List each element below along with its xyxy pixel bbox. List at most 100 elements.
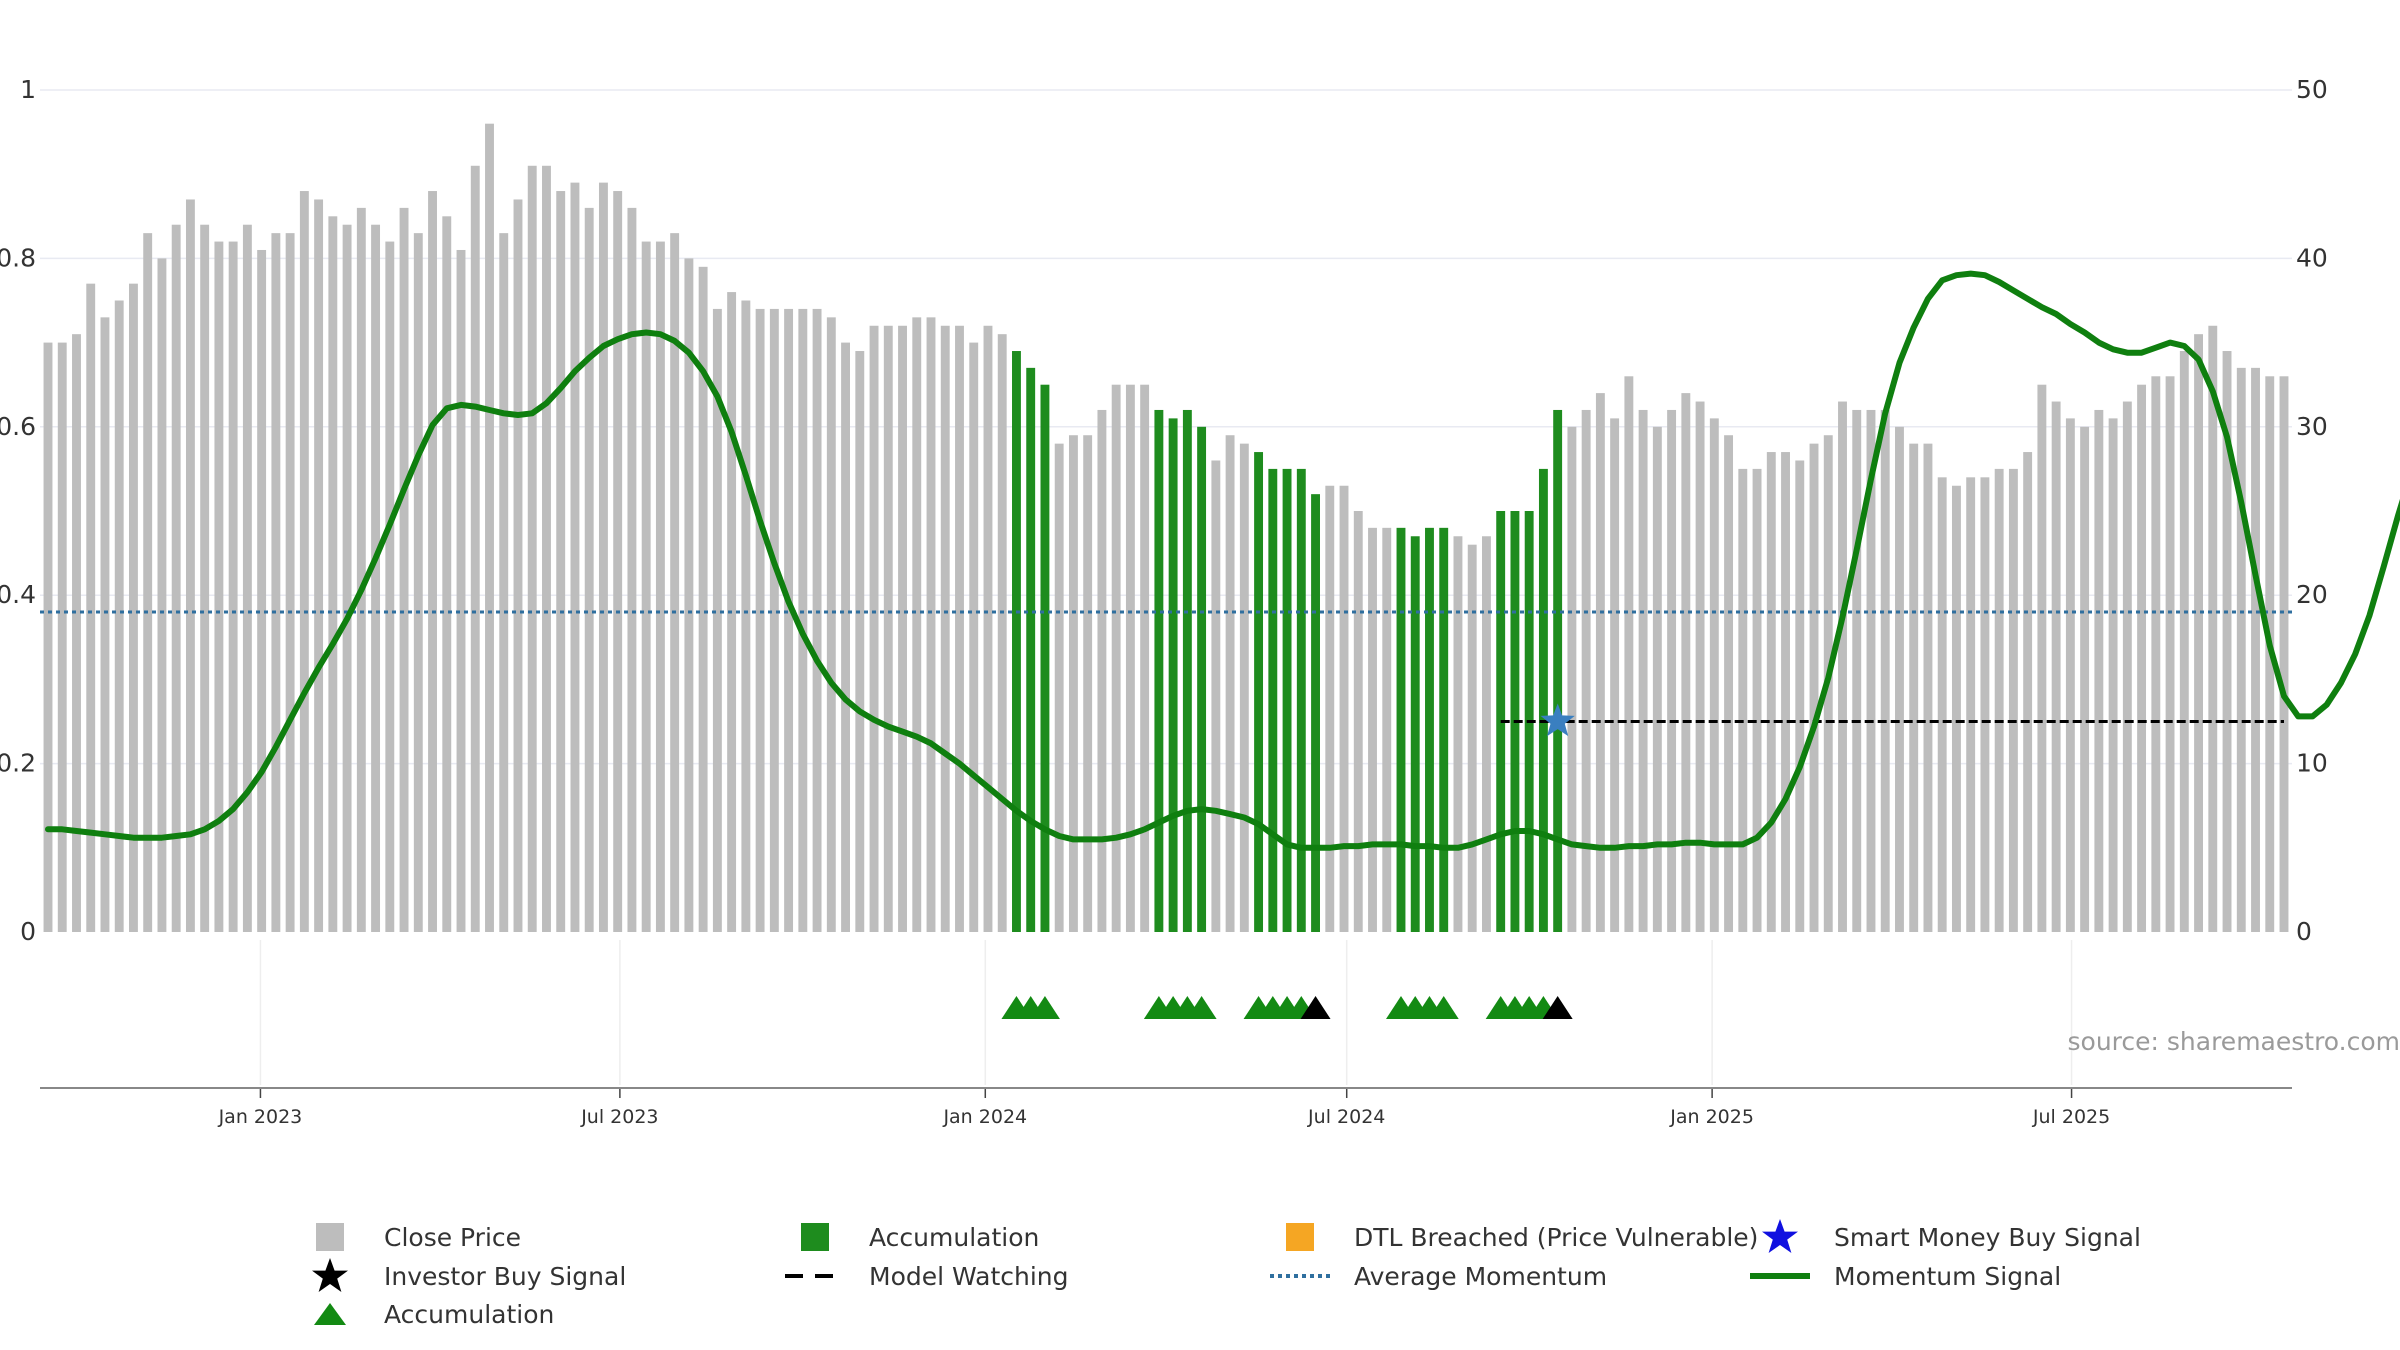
accumulation-bar xyxy=(1311,494,1320,932)
close-price-bar xyxy=(385,241,395,932)
close-price-bar xyxy=(655,241,665,932)
close-price-bar xyxy=(1054,443,1064,932)
close-price-bar xyxy=(2023,452,2033,932)
close-price-bar xyxy=(1581,409,1591,933)
price-bars xyxy=(43,123,2289,933)
close-price-bar xyxy=(826,317,836,933)
close-price-bar xyxy=(670,233,680,932)
close-price-bar xyxy=(1738,468,1748,932)
close-price-bar xyxy=(769,308,779,932)
close-price-bar xyxy=(1866,409,1876,933)
close-price-bar xyxy=(285,233,295,932)
close-price-bar xyxy=(1097,409,1107,933)
accumulation-bar xyxy=(1396,527,1406,932)
y-left-tick-label: 0 xyxy=(20,917,36,946)
close-price-bar xyxy=(1083,435,1093,932)
accumulation-bar xyxy=(1254,452,1264,932)
close-price-bar xyxy=(228,241,238,932)
accumulation-bar xyxy=(1040,384,1050,932)
y-left-tick-label: 1 xyxy=(20,75,36,104)
close-price-bar xyxy=(499,233,509,932)
close-price-bar xyxy=(812,308,822,932)
x-tick-label: Jan 2023 xyxy=(218,1106,303,1128)
accumulation-bar xyxy=(1154,409,1164,933)
investor-buy-triangle xyxy=(1300,996,1331,1019)
close-price-bar xyxy=(2222,351,2232,932)
close-price-bar xyxy=(613,191,623,933)
close-price-bar xyxy=(86,283,96,932)
close-price-bar xyxy=(356,207,366,932)
close-price-bar xyxy=(1453,536,1463,932)
close-price-bar xyxy=(328,216,338,933)
x-tick-label: Jan 2024 xyxy=(942,1106,1027,1128)
accumulation-triangle xyxy=(1186,996,1217,1019)
close-price-bar xyxy=(1709,418,1719,932)
close-price-bar xyxy=(1339,485,1349,932)
close-price-bar xyxy=(755,308,765,932)
close-price-bar xyxy=(2208,325,2218,932)
close-price-bar xyxy=(570,182,580,932)
smart-money-buy-star xyxy=(1540,703,1575,737)
accumulation-bar xyxy=(1553,409,1563,933)
momentum-signal-line xyxy=(45,270,2400,851)
close-price-bar xyxy=(1781,452,1790,932)
close-price-bar xyxy=(1239,443,1249,932)
accumulation-bar xyxy=(1182,409,1192,933)
close-price-bar xyxy=(1467,544,1477,932)
accumulation-triangle xyxy=(1029,996,1060,1019)
close-price-bar xyxy=(214,241,224,932)
close-price-bar xyxy=(1937,477,1947,932)
investor-buy-triangle xyxy=(1542,996,1573,1019)
close-price-bar xyxy=(1752,468,1762,932)
close-price-bar xyxy=(598,182,608,932)
close-price-bar xyxy=(1838,401,1847,932)
close-price-bar xyxy=(1353,511,1363,932)
close-price-bar xyxy=(2065,418,2075,932)
source-label: source: sharemaestro.com xyxy=(2068,1027,2400,1056)
close-price-bar xyxy=(641,241,651,932)
close-price-bar xyxy=(1724,435,1734,932)
close-price-bar xyxy=(1681,393,1691,932)
close-price-bar xyxy=(2080,426,2090,932)
accumulation-bar xyxy=(1168,418,1178,932)
y-right-tick-label: 30 xyxy=(2296,412,2328,441)
close-price-bar xyxy=(698,266,708,932)
signal-markers xyxy=(1001,703,1575,1019)
close-price-bar xyxy=(1652,426,1662,932)
close-price-bar xyxy=(242,224,252,933)
y-left-tick-label: 0.6 xyxy=(0,412,36,441)
close-price-bar xyxy=(442,216,452,933)
y-right-tick-label: 20 xyxy=(2296,580,2328,609)
x-tick-label: Jul 2024 xyxy=(1307,1106,1385,1128)
accumulation-bar xyxy=(1439,527,1449,932)
accumulation-bar xyxy=(1268,468,1278,932)
y-right-tick-label: 0 xyxy=(2296,917,2312,946)
close-price-bar xyxy=(1909,443,1919,932)
close-price-bar xyxy=(114,300,124,932)
close-price-bar xyxy=(470,165,480,932)
close-price-bar xyxy=(171,224,181,933)
close-price-bar xyxy=(2151,376,2161,932)
close-price-bar xyxy=(997,334,1007,932)
series-lines xyxy=(40,270,2400,851)
close-price-bar xyxy=(299,191,309,933)
close-price-bar xyxy=(456,249,466,933)
accumulation-bar xyxy=(1296,468,1306,932)
close-price-bar xyxy=(627,207,637,932)
close-price-bar xyxy=(1809,443,1819,932)
close-price-bar xyxy=(556,191,566,933)
close-price-bar xyxy=(271,233,281,932)
close-price-bar xyxy=(898,325,907,932)
accumulation-bar xyxy=(1282,468,1292,932)
y-left-tick-label: 0.4 xyxy=(0,580,36,609)
close-price-bar xyxy=(1325,485,1335,932)
close-price-bar xyxy=(1140,384,1150,932)
close-price-bar xyxy=(413,233,423,932)
close-price-bar xyxy=(485,123,494,933)
close-price-bar xyxy=(1595,393,1605,932)
close-price-bar xyxy=(741,300,751,932)
close-price-bar xyxy=(1880,409,1890,933)
close-price-bar xyxy=(798,308,808,932)
